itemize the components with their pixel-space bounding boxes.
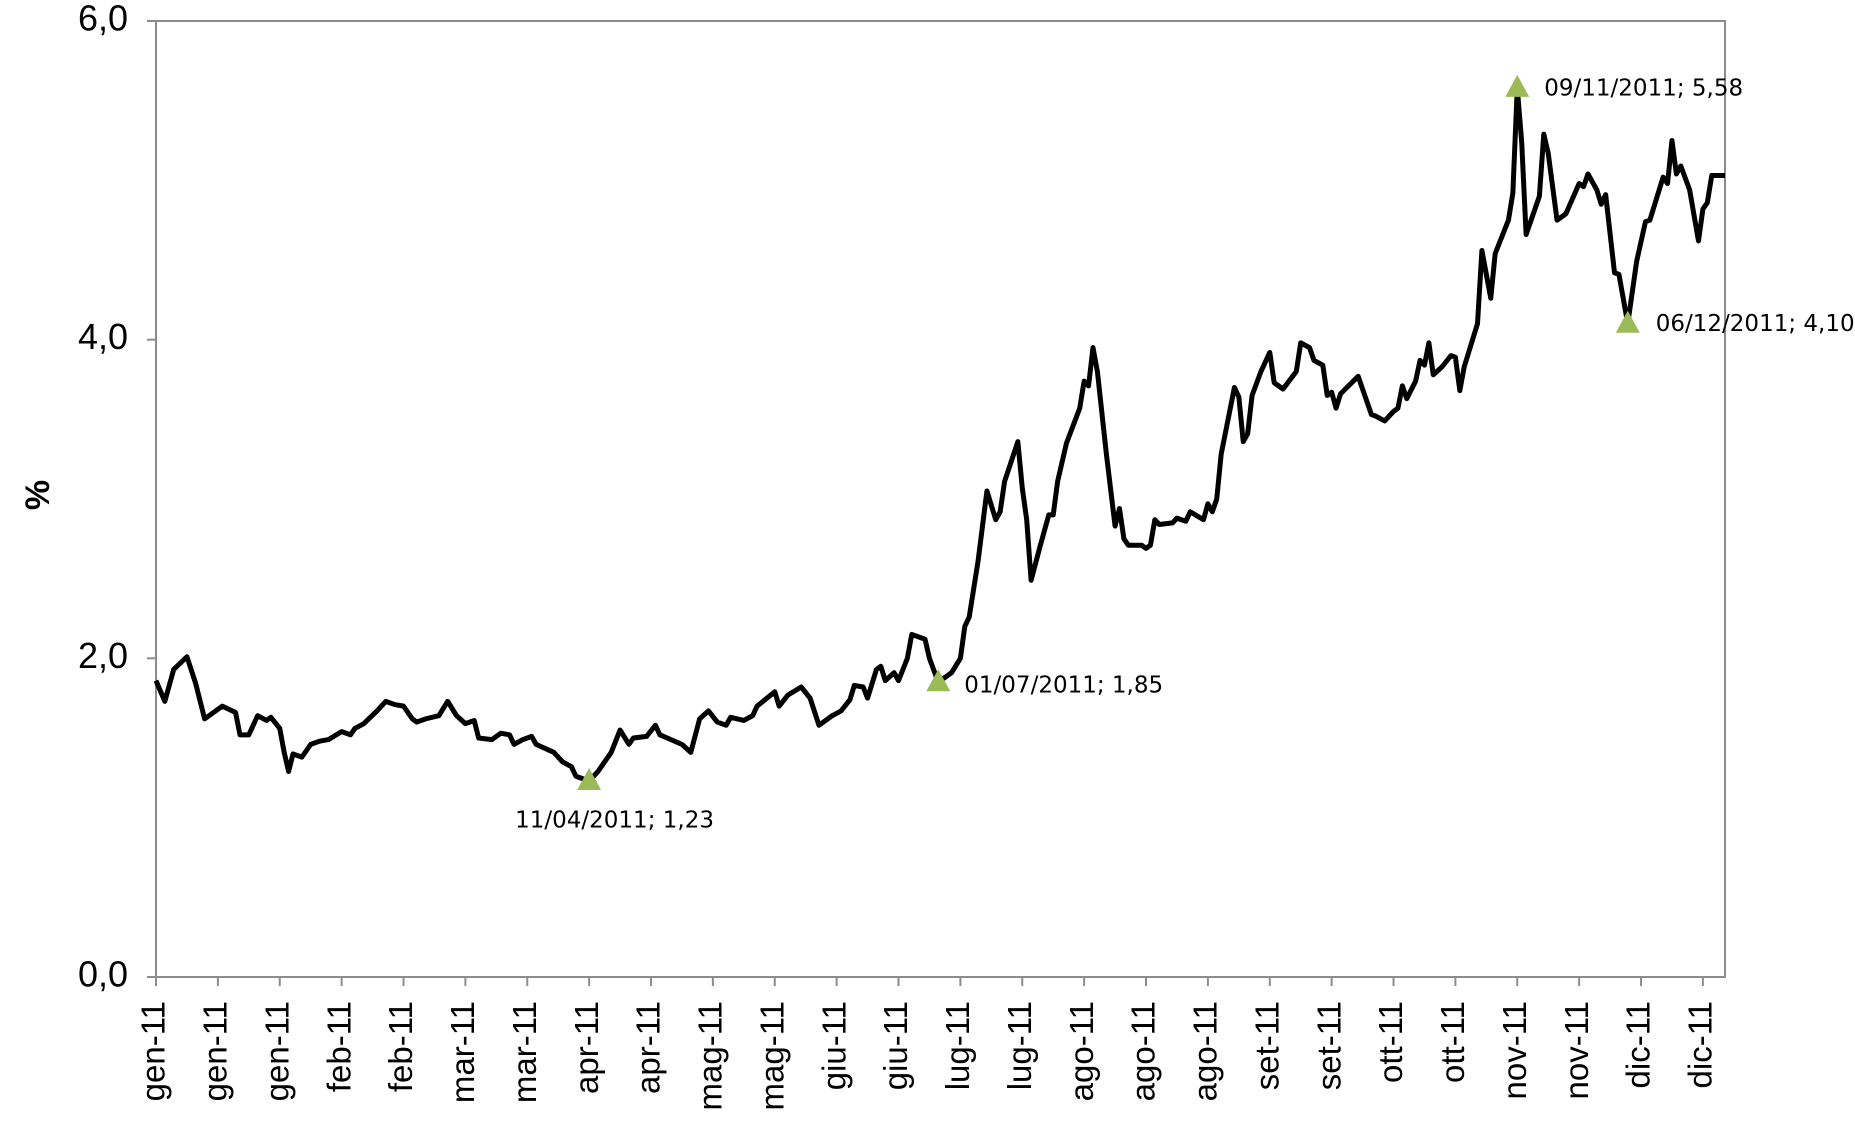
data-line [153, 85, 1725, 784]
y-axis-label: % [19, 480, 57, 510]
annotation-marker [1505, 74, 1530, 97]
x-tick-label: mar-11 [444, 1001, 481, 1103]
x-tick-label: lug-11 [939, 1001, 976, 1090]
x-tick-label: set-11 [1310, 1001, 1347, 1090]
x-tick-label: mar-11 [506, 1001, 543, 1103]
x-tick-label: mag-11 [692, 1001, 729, 1110]
annotation-marker [577, 768, 602, 791]
x-tick-label: dic-11 [1620, 1001, 1657, 1088]
annotation-marker [926, 669, 951, 692]
x-tick-label: giu-11 [877, 1001, 914, 1090]
x-tick-label: ott-11 [1372, 1001, 1409, 1083]
x-tick-label: gen-11 [258, 1001, 295, 1101]
annotation-marker [1615, 310, 1640, 333]
y-tick-label: 6,0 [78, 0, 128, 39]
x-tick-label: nov-11 [1496, 1001, 1533, 1099]
x-tick-label: giu-11 [815, 1001, 852, 1090]
annotation-label: 09/11/2011; 5,58 [1544, 75, 1743, 101]
x-tick-label: apr-11 [630, 1001, 667, 1094]
x-tick-label: set-11 [1248, 1001, 1285, 1090]
x-tick-label: gen-11 [197, 1001, 234, 1101]
y-tick-label: 0,0 [78, 954, 128, 995]
annotation-label: 06/12/2011; 4,10 [1656, 311, 1855, 337]
x-tick-label: gen-11 [135, 1001, 172, 1101]
annotation-label: 11/04/2011; 1,23 [515, 808, 714, 834]
x-tick-label: nov-11 [1558, 1001, 1595, 1099]
y-tick-label: 2,0 [78, 635, 128, 676]
x-tick-label: apr-11 [568, 1001, 605, 1094]
x-tick-label: ago-11 [1125, 1001, 1162, 1101]
x-tick-label: dic-11 [1682, 1001, 1719, 1088]
x-tick-label: lug-11 [1001, 1001, 1038, 1090]
x-tick-label: feb-11 [382, 1001, 419, 1092]
x-tick-label: ago-11 [1063, 1001, 1100, 1101]
annotation-label: 01/07/2011; 1,85 [964, 673, 1163, 699]
y-tick-label: 4,0 [78, 316, 128, 357]
x-tick-label: mag-11 [753, 1001, 790, 1110]
x-tick-label: feb-11 [320, 1001, 357, 1092]
x-tick-label: ago-11 [1187, 1001, 1224, 1101]
plot-frame [155, 20, 1726, 978]
x-tick-label: ott-11 [1434, 1001, 1471, 1083]
